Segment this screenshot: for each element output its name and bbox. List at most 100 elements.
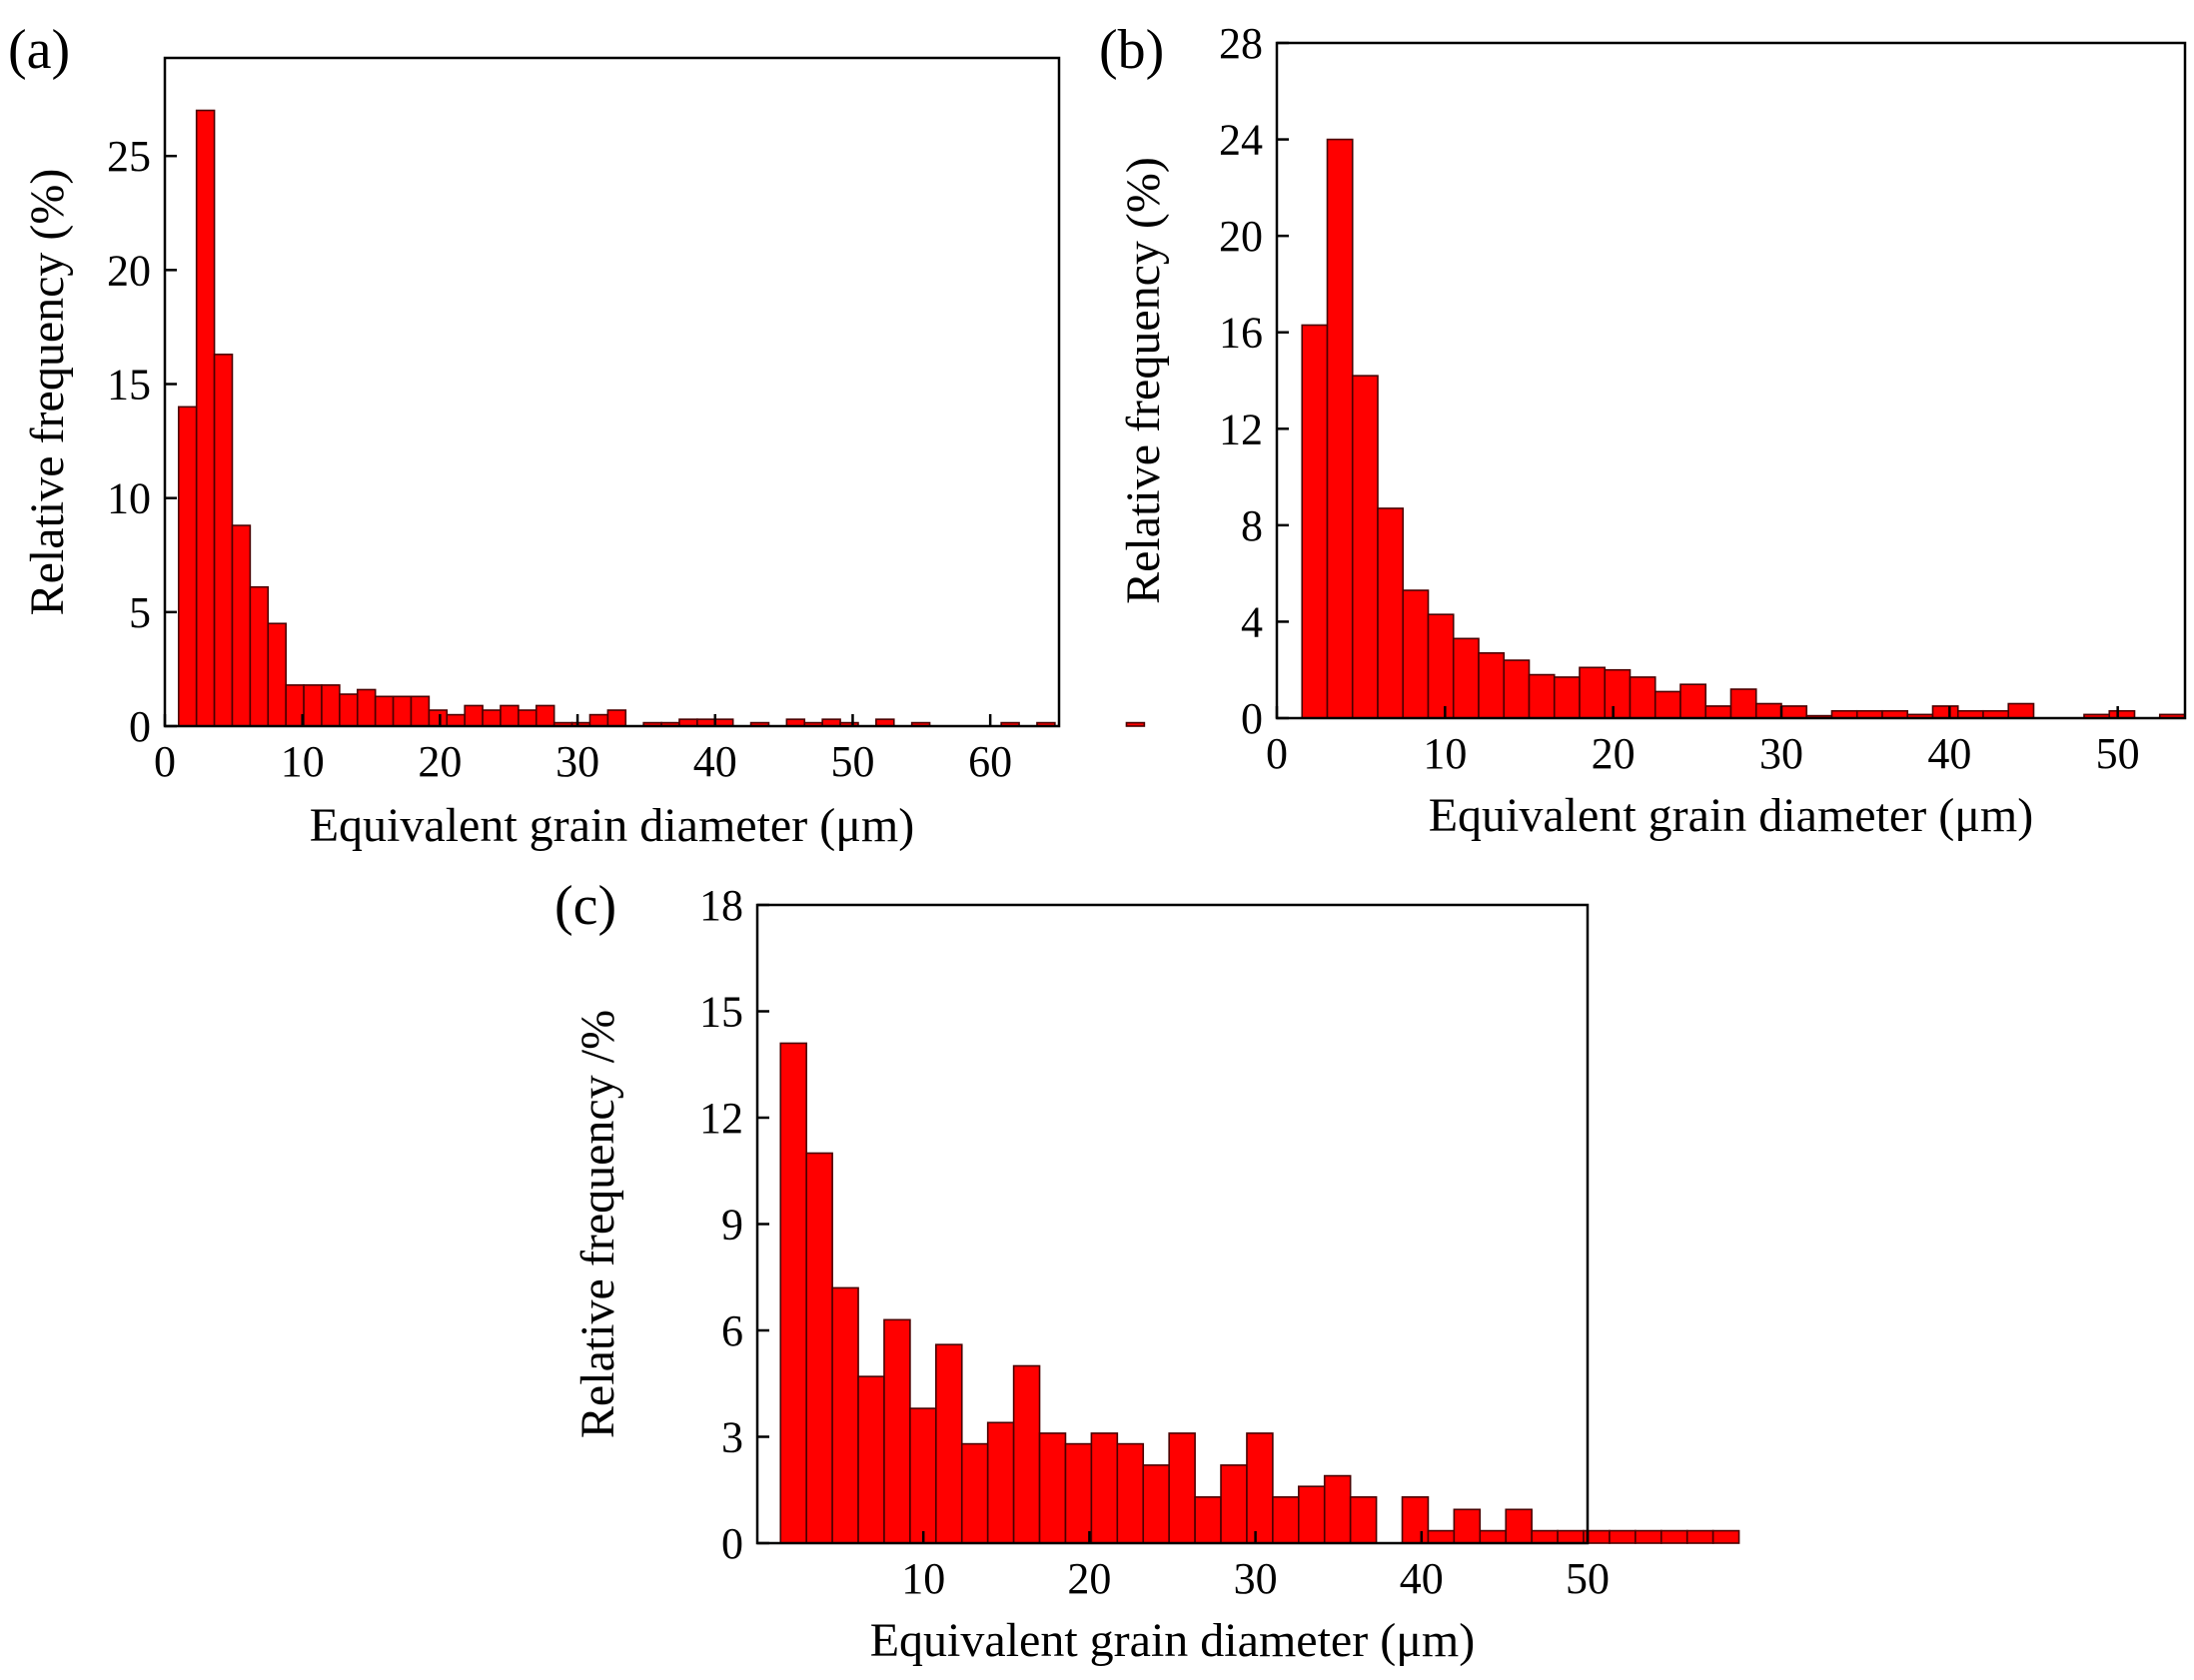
y-tick-label: 20 bbox=[1219, 212, 1263, 261]
bar bbox=[410, 695, 431, 727]
panel-a-ylabel: Relative frequency (%) bbox=[21, 169, 74, 616]
bar bbox=[1038, 1432, 1067, 1544]
bar bbox=[857, 1375, 885, 1544]
y-tick-label: 8 bbox=[1241, 501, 1263, 550]
bar bbox=[500, 704, 520, 727]
x-tick-label: 10 bbox=[1423, 729, 1467, 778]
bar bbox=[231, 524, 252, 727]
bar bbox=[1503, 659, 1531, 719]
y-tick-label: 6 bbox=[721, 1306, 743, 1355]
bar bbox=[1142, 1464, 1170, 1544]
y-tick-label: 20 bbox=[107, 246, 151, 295]
bar bbox=[195, 109, 216, 727]
bar bbox=[1272, 1496, 1300, 1544]
bar bbox=[1557, 1529, 1585, 1544]
bar bbox=[1553, 676, 1581, 719]
y-tick-label: 9 bbox=[721, 1201, 743, 1250]
bar bbox=[1090, 1432, 1119, 1544]
x-tick-label: 50 bbox=[2096, 729, 2140, 778]
x-tick-label: 30 bbox=[1759, 729, 1803, 778]
x-tick-label: 50 bbox=[1566, 1554, 1610, 1603]
panel-b-xlabel: Equivalent grain diameter (μm) bbox=[1429, 789, 2034, 842]
bar bbox=[1402, 589, 1430, 719]
panel-b-ticks: 0 10 20 30 40 50 0 4 8 12 16 20 24 28 bbox=[1219, 19, 2140, 778]
panel-a-frame bbox=[163, 56, 1061, 728]
y-tick-label: 10 bbox=[107, 474, 151, 523]
x-tick-label: 30 bbox=[1234, 1554, 1278, 1603]
panel-c-ticks: 10 20 30 40 50 0 3 6 9 12 15 18 bbox=[699, 881, 1610, 1603]
bar bbox=[267, 622, 287, 727]
x-tick-label: 40 bbox=[693, 737, 737, 786]
y-tick-label: 0 bbox=[129, 702, 151, 751]
y-tick-label: 15 bbox=[107, 361, 151, 410]
x-tick-label: 0 bbox=[154, 737, 176, 786]
bar bbox=[1298, 1485, 1326, 1544]
x-tick-label: 50 bbox=[830, 737, 874, 786]
bar bbox=[1377, 507, 1405, 719]
bar bbox=[446, 713, 466, 727]
bar bbox=[1478, 652, 1506, 719]
x-tick-label: 20 bbox=[1067, 1554, 1111, 1603]
y-tick-label: 24 bbox=[1219, 116, 1263, 165]
x-tick-label: 40 bbox=[1927, 729, 1971, 778]
bar bbox=[1125, 721, 1146, 727]
bar bbox=[1246, 1432, 1274, 1544]
panel-b-frame bbox=[1275, 41, 2187, 720]
panel-b-bars bbox=[1301, 138, 2186, 719]
y-tick-label: 18 bbox=[699, 881, 743, 930]
panel-b-label: (b) bbox=[1099, 19, 1164, 81]
bar bbox=[1479, 1529, 1508, 1544]
bar bbox=[1326, 138, 1354, 719]
bar bbox=[1729, 688, 1757, 719]
panel-c-frame bbox=[755, 903, 1590, 1545]
bar bbox=[1351, 375, 1379, 719]
x-tick-label: 0 bbox=[1266, 729, 1288, 778]
bar bbox=[518, 709, 538, 727]
bar bbox=[935, 1343, 963, 1544]
bar bbox=[779, 1042, 807, 1544]
panel-a-bars bbox=[177, 109, 1146, 727]
bar bbox=[909, 1407, 937, 1544]
bar bbox=[1116, 1442, 1145, 1544]
bar bbox=[2007, 702, 2035, 719]
bar bbox=[1349, 1496, 1378, 1544]
bar bbox=[285, 684, 305, 727]
bar bbox=[535, 704, 555, 727]
bar bbox=[303, 684, 323, 727]
bar bbox=[588, 713, 609, 727]
y-tick-label: 3 bbox=[721, 1413, 743, 1462]
bar bbox=[1505, 1508, 1533, 1544]
bar bbox=[1711, 1529, 1740, 1544]
bar bbox=[805, 1152, 833, 1544]
bar bbox=[1609, 1529, 1637, 1544]
bar bbox=[1427, 613, 1455, 719]
x-tick-label: 60 bbox=[968, 737, 1012, 786]
x-tick-label: 30 bbox=[555, 737, 599, 786]
y-tick-label: 16 bbox=[1219, 309, 1263, 358]
y-tick-label: 12 bbox=[1219, 405, 1263, 453]
bar bbox=[1685, 1529, 1714, 1544]
y-tick-label: 0 bbox=[721, 1519, 743, 1568]
bar bbox=[1401, 1496, 1430, 1544]
bar bbox=[1323, 1474, 1352, 1544]
y-tick-label: 25 bbox=[107, 132, 151, 181]
x-tick-label: 20 bbox=[1592, 729, 1636, 778]
panel-a-xlabel: Equivalent grain diameter (μm) bbox=[310, 799, 915, 852]
bar bbox=[1635, 1529, 1662, 1544]
bar bbox=[1168, 1432, 1196, 1544]
bar bbox=[213, 354, 234, 727]
panel-c-label: (c) bbox=[554, 875, 616, 937]
bar bbox=[339, 693, 359, 727]
bar bbox=[482, 709, 502, 727]
x-tick-label: 40 bbox=[1400, 1554, 1444, 1603]
y-tick-label: 5 bbox=[129, 588, 151, 637]
bar bbox=[1528, 673, 1556, 719]
bar bbox=[1194, 1496, 1222, 1544]
bar bbox=[321, 684, 341, 727]
bar bbox=[1659, 1529, 1688, 1544]
bar bbox=[1653, 690, 1681, 719]
bar bbox=[1604, 668, 1632, 719]
x-tick-label: 10 bbox=[901, 1554, 945, 1603]
bar bbox=[960, 1442, 989, 1544]
